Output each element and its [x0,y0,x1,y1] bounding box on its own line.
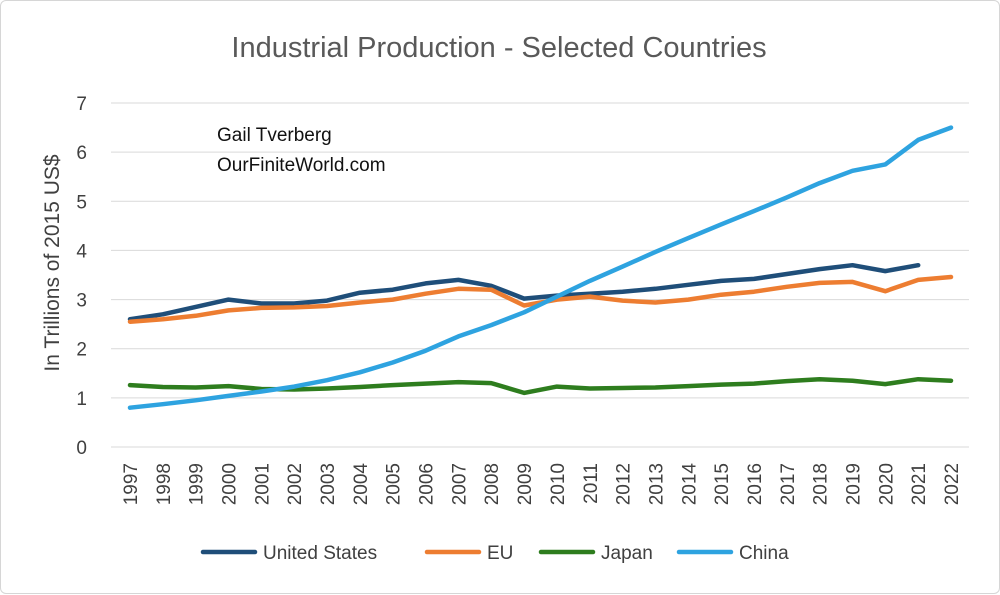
legend-label-china: China [739,543,789,564]
x-tick-label: 2013 [646,463,667,505]
x-tick-label: 2011 [581,463,602,504]
x-tick-label: 2015 [712,463,733,505]
x-tick-label: 2002 [285,463,306,505]
x-tick-label: 2010 [548,463,569,505]
legend-label-eu: EU [487,543,513,564]
x-tick-label: 2017 [778,463,799,505]
y-tick-label: 6 [76,143,87,164]
legend: United States EU Japan China [200,543,789,564]
y-tick-label: 1 [76,389,87,410]
x-tick-label: 2004 [351,463,372,506]
y-tick-label: 4 [76,241,87,262]
series-lines [127,125,954,410]
x-tick-label: 2009 [515,463,536,505]
series-line-china [127,125,954,410]
chart-title: Industrial Production - Selected Countri… [231,32,766,64]
x-tick-label: 1998 [154,463,175,505]
annotation: Gail Tverberg OurFiniteWorld.com [217,125,386,176]
y-tick-label: 5 [76,192,87,213]
x-tick-label: 2012 [614,463,635,505]
x-tick-label: 2007 [449,463,470,505]
y-tick-label: 2 [76,340,87,361]
x-tick-label: 1997 [121,463,142,505]
legend-label-japan: Japan [601,543,653,564]
y-tick-label: 0 [76,438,87,459]
x-tick-label: 2014 [679,463,700,506]
x-tick-label: 2003 [318,463,339,505]
y-tick-label: 3 [76,291,87,312]
y-tick-label: 7 [76,94,87,115]
x-tick-label: 2000 [220,463,241,505]
x-tick-label: 2006 [417,463,438,505]
series-line-united-states [127,262,921,322]
x-tick-label: 2019 [843,463,864,505]
y-axis-label: In Trillions of 2015 US$ [41,154,64,371]
x-tick-label: 2016 [745,463,766,505]
x-tick-label: 2020 [876,463,897,505]
y-axis-ticks: 0 1 2 3 4 5 6 7 [76,94,87,459]
x-tick-label: 2021 [909,463,930,505]
annotation-line-author: Gail Tverberg [217,125,332,146]
x-tick-label: 1999 [187,463,208,505]
gridlines [111,102,969,448]
x-tick-label: 2018 [811,463,832,505]
x-tick-label: 2008 [482,463,503,505]
x-tick-label: 2005 [384,463,405,505]
annotation-line-website: OurFiniteWorld.com [217,155,386,176]
legend-label-united-states: United States [263,543,377,564]
x-tick-label: 2001 [252,463,273,505]
x-tick-label: 2022 [942,463,963,505]
x-axis-ticks: 1997 1998 1999 2000 2001 2002 2003 2004 2005 2006… [121,463,963,506]
